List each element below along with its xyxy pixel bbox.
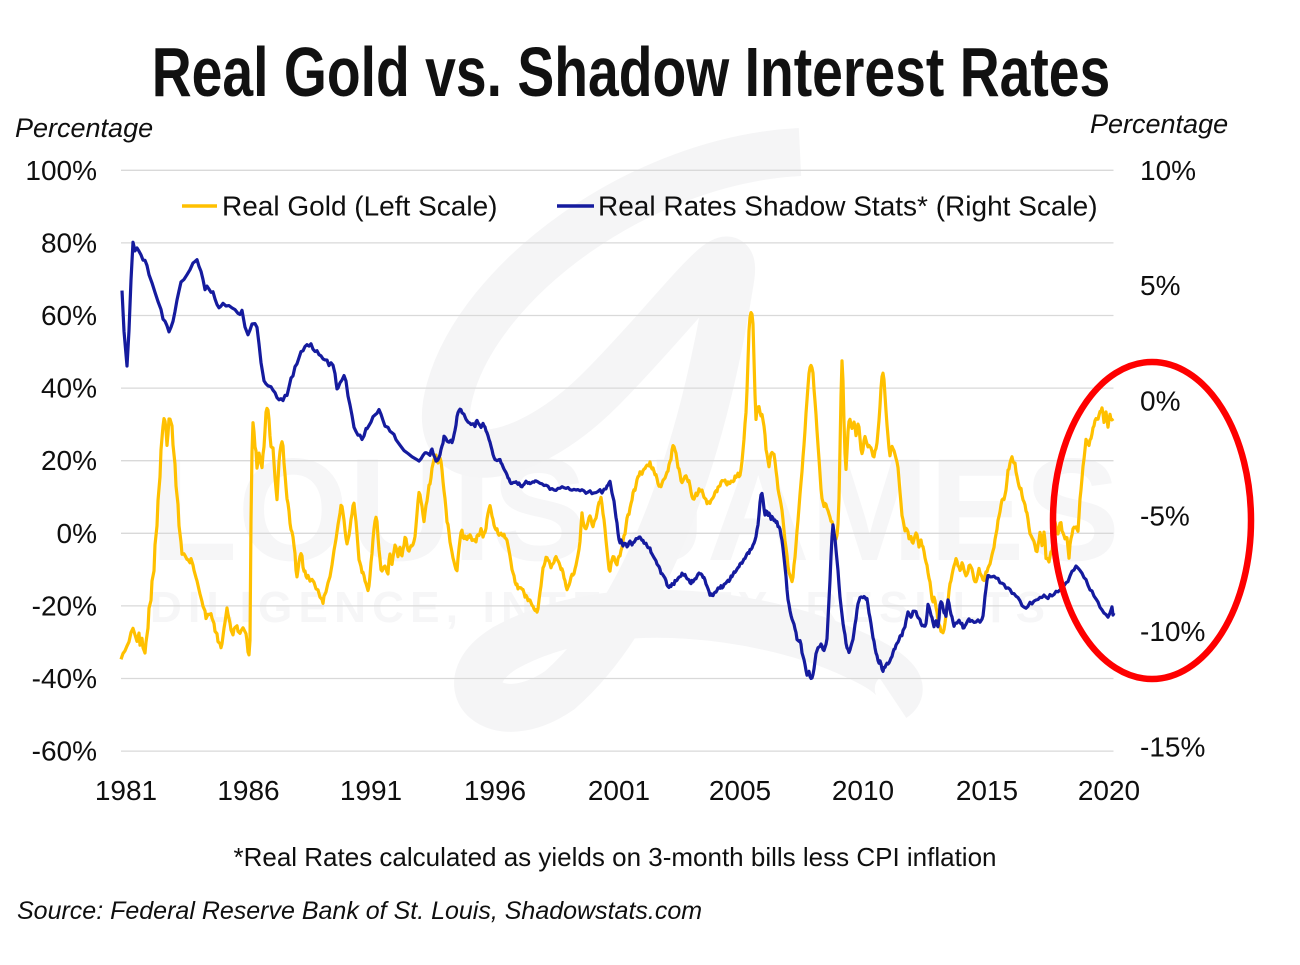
svg-text:0%: 0% (57, 518, 97, 549)
svg-text:20%: 20% (41, 445, 97, 476)
svg-text:100%: 100% (25, 155, 97, 186)
svg-text:1986: 1986 (217, 775, 279, 806)
svg-text:2010: 2010 (832, 775, 894, 806)
svg-text:1981: 1981 (95, 775, 157, 806)
svg-text:-10%: -10% (1140, 616, 1205, 647)
svg-text:Percentage: Percentage (1090, 109, 1228, 139)
svg-text:-40%: -40% (32, 663, 97, 694)
svg-text:0%: 0% (1140, 385, 1180, 416)
svg-text:2005: 2005 (709, 775, 771, 806)
svg-text:2020: 2020 (1078, 775, 1140, 806)
svg-text:2001: 2001 (588, 775, 650, 806)
svg-text:Real Rates Shadow Stats* (Righ: Real Rates Shadow Stats* (Right Scale) (598, 191, 1098, 222)
svg-text:1996: 1996 (464, 775, 526, 806)
svg-text:10%: 10% (1140, 155, 1196, 186)
svg-text:40%: 40% (41, 373, 97, 404)
svg-text:-20%: -20% (32, 590, 97, 621)
svg-text:2015: 2015 (956, 775, 1018, 806)
svg-text:Real Gold vs. Shadow Interest: Real Gold vs. Shadow Interest Rates (152, 34, 1111, 112)
svg-text:1991: 1991 (340, 775, 402, 806)
svg-text:-60%: -60% (32, 736, 97, 767)
svg-text:5%: 5% (1140, 270, 1180, 301)
svg-text:Percentage: Percentage (15, 113, 153, 143)
svg-text:Real Gold (Left Scale): Real Gold (Left Scale) (222, 191, 497, 222)
svg-text:*Real Rates calculated as yiel: *Real Rates calculated as yields on 3-mo… (233, 842, 996, 872)
svg-text:-5%: -5% (1140, 501, 1190, 532)
svg-text:60%: 60% (41, 300, 97, 331)
svg-text:Source: Federal Reserve Bank o: Source: Federal Reserve Bank of St. Loui… (17, 897, 702, 925)
svg-text:80%: 80% (41, 227, 97, 258)
svg-text:-15%: -15% (1140, 731, 1205, 762)
